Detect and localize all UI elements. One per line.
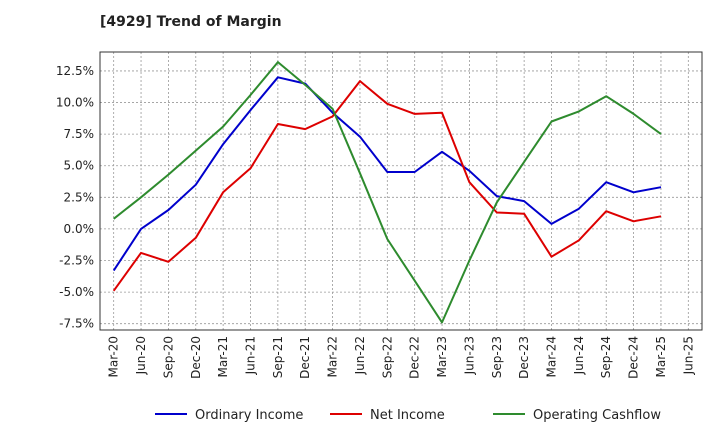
x-tick-label: Jun-20: [134, 336, 148, 375]
legend-label: Operating Cashflow: [533, 408, 661, 423]
x-tick-label: Jun-23: [462, 336, 476, 375]
x-tick-label: Mar-21: [216, 336, 230, 377]
y-tick-label: -5.0%: [59, 285, 94, 299]
x-tick-label: Dec-23: [517, 336, 531, 379]
x-tick-label: Dec-22: [408, 336, 422, 379]
y-tick-label: 5.0%: [64, 159, 95, 173]
x-tick-label: Jun-21: [244, 336, 258, 375]
y-tick-label: 7.5%: [64, 127, 95, 141]
x-tick-label: Mar-25: [654, 336, 668, 377]
series-line: [113, 61, 662, 324]
x-tick-label: Mar-20: [107, 336, 121, 377]
y-tick-label: 2.5%: [64, 190, 95, 204]
legend-label: Ordinary Income: [195, 408, 303, 423]
y-tick-label: 0.0%: [64, 222, 95, 236]
x-tick-label: Sep-22: [380, 336, 394, 378]
plot-area: [99, 51, 703, 331]
legend-label: Net Income: [370, 408, 445, 423]
x-tick-label: Dec-21: [298, 336, 312, 379]
y-axis-ticks: 12.5% 10.0% 7.5% 5.0% 2.5% 0.0% -2.5% -5.0% -7.5…: [56, 64, 94, 331]
x-tick-label: Dec-24: [627, 336, 641, 379]
x-tick-label: Mar-24: [545, 336, 559, 377]
series-line: [112, 80, 662, 292]
x-tick-label: Jun-24: [572, 336, 586, 375]
y-tick-label: 10.0%: [56, 96, 94, 110]
x-tick-label: Sep-21: [271, 336, 285, 378]
x-axis-ticks: Mar-20 Jun-20 Sep-20 Dec-20 Mar-21 Jun-21 Sep-…: [107, 336, 696, 379]
chart-title: [4929] Trend of Margin: [100, 14, 282, 30]
x-tick-label: Mar-22: [326, 336, 340, 377]
x-tick-label: Jun-22: [353, 336, 367, 375]
x-tick-label: Sep-24: [599, 336, 613, 378]
series-line: [112, 76, 662, 272]
x-tick-label: Jun-25: [681, 336, 695, 375]
x-tick-label: Mar-23: [435, 336, 449, 377]
y-tick-label: -7.5%: [59, 317, 94, 331]
x-tick-label: Dec-20: [189, 336, 203, 379]
y-tick-label: 12.5%: [56, 64, 94, 78]
x-tick-label: Sep-20: [161, 336, 175, 378]
grid: [100, 52, 702, 330]
legend: Ordinary Income Net Income Operating Cashf…: [155, 408, 661, 423]
y-tick-label: -2.5%: [59, 254, 94, 268]
x-tick-label: Sep-23: [490, 336, 504, 378]
series-lines: [112, 61, 662, 324]
